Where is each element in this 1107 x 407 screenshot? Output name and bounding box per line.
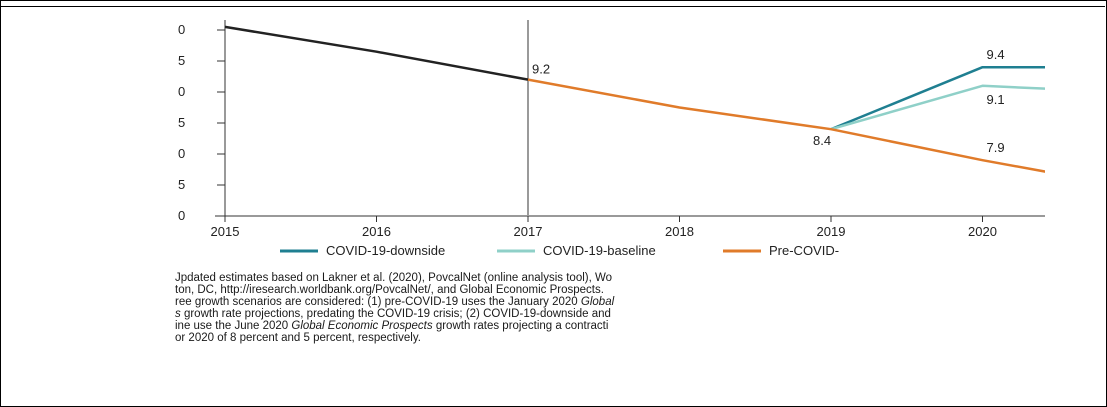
x-tick-label: 2015 [211,224,240,239]
data-label: 9.2 [532,62,550,77]
series-line-pre-covid [527,78,1045,173]
source-note-line: Jpdated estimates based on Lakner et al.… [175,272,1045,284]
series-line-historical [224,25,529,81]
data-label: 7.9 [987,140,1005,155]
source-note-line: ree growth scenarios are considered: (1)… [175,296,1045,308]
source-note-text: or 2020 of 8 percent and 5 percent, resp… [175,332,421,344]
data-label: 8.4 [813,133,831,148]
series-line-covid-19-downside [830,65,1045,131]
legend-label: COVID-19-baseline [543,243,656,258]
source-note-line: s growth rate projections, predating the… [175,308,1045,320]
header-divider [0,6,1105,7]
source-note-text: s [175,308,181,320]
source-note-line: ton, DC, http://iresearch.worldbank.org/… [175,284,1045,296]
legend-label: Pre-COVID- [769,243,839,258]
source-note-line: or 2020 of 8 percent and 5 percent, resp… [175,332,1045,344]
series-line-covid-19-baseline [830,84,1045,131]
y-tick-label: 0 [178,84,185,99]
legend-label: COVID-19-downside [326,243,445,258]
y-tick-label: 5 [178,53,185,68]
source-note-text: Jpdated estimates based on Lakner et al.… [175,272,613,284]
source-note-text: ree growth scenarios are considered: (1)… [175,296,581,308]
data-label: 9.4 [987,47,1005,62]
y-tick-label: 0 [178,146,185,161]
x-tick-label: 2020 [968,224,997,239]
source-note-text: ton, DC, http://iresearch.worldbank.org/… [175,284,604,296]
y-tick-label: 5 [178,115,185,130]
y-tick-label: 0 [178,208,185,223]
source-note-text: growth rate projections, predating the C… [180,308,611,320]
y-tick-label: 5 [178,177,185,192]
source-note-text: Global [580,296,615,308]
x-tick-label: 2016 [362,224,391,239]
source-note-text: growth rates projecting a contracti [432,320,609,332]
source-note: Jpdated estimates based on Lakner et al.… [175,272,1045,344]
source-note-text: Global Economic Prospects [291,320,433,332]
source-note-line: ine use the June 2020 Global Economic Pr… [175,320,1045,332]
chart-panel: 0 5 0 5 0 5 0 2015 2016 2017 2018 2019 2020 9.2 8.4 9.4… [175,8,1045,376]
y-tick-label: 0 [178,22,185,37]
x-tick-label: 2017 [514,224,543,239]
x-tick-label: 2018 [665,224,694,239]
data-label: 9.1 [987,92,1005,107]
source-note-text: ine use the June 2020 [175,320,292,332]
line-chart: 0 5 0 5 0 5 0 2015 2016 2017 2018 2019 2020 9.2 8.4 9.4… [178,20,1045,258]
x-tick-label: 2019 [817,224,846,239]
